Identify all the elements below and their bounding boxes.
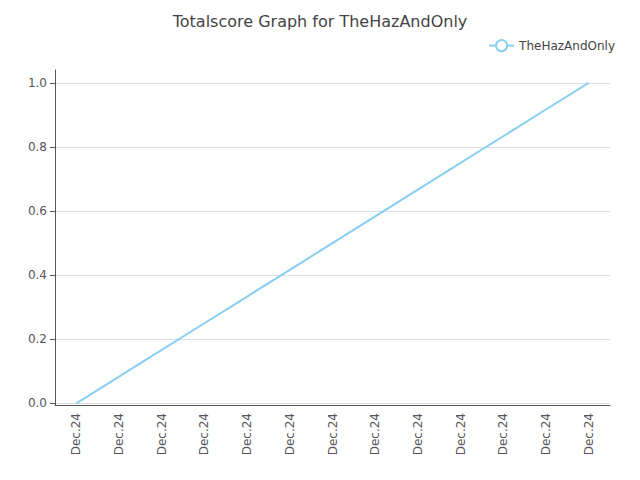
svg-text:Dec.24: Dec.24: [283, 413, 297, 455]
svg-text:0.2: 0.2: [28, 332, 47, 346]
svg-text:Dec.24: Dec.24: [496, 413, 510, 455]
svg-text:Dec.24: Dec.24: [69, 413, 83, 455]
svg-text:Dec.24: Dec.24: [155, 413, 169, 455]
svg-text:Dec.24: Dec.24: [240, 413, 254, 455]
svg-text:Dec.24: Dec.24: [112, 413, 126, 455]
svg-text:Dec.24: Dec.24: [197, 413, 211, 455]
svg-text:0.0: 0.0: [28, 396, 47, 410]
svg-text:0.6: 0.6: [28, 204, 47, 218]
svg-text:TheHazAndOnly: TheHazAndOnly: [518, 39, 615, 53]
svg-text:Dec.24: Dec.24: [411, 413, 425, 455]
svg-text:0.4: 0.4: [28, 268, 47, 282]
svg-text:Dec.24: Dec.24: [582, 413, 596, 455]
svg-text:Totalscore Graph for TheHazAnd: Totalscore Graph for TheHazAndOnly: [172, 12, 468, 31]
svg-text:Dec.24: Dec.24: [368, 413, 382, 455]
svg-text:Dec.24: Dec.24: [539, 413, 553, 455]
svg-text:Dec.24: Dec.24: [454, 413, 468, 455]
svg-text:Dec.24: Dec.24: [326, 413, 340, 455]
svg-text:0.8: 0.8: [28, 140, 47, 154]
svg-text:1.0: 1.0: [28, 76, 47, 90]
